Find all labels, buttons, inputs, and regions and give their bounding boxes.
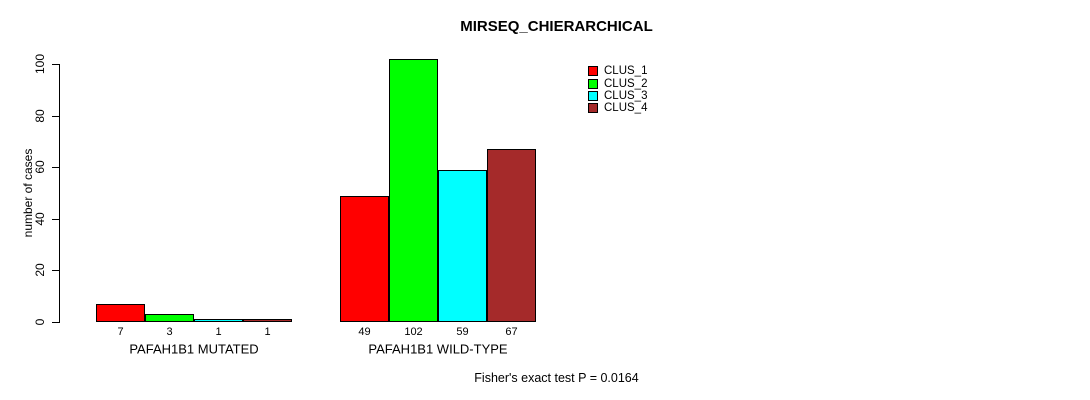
y-axis-tick-label: 60 xyxy=(33,160,47,174)
legend-item-clus_2: CLUS_2 xyxy=(588,77,648,90)
y-axis-tick xyxy=(52,64,59,65)
y-axis-tick-label: 20 xyxy=(33,263,47,278)
y-axis-tick-label: 100 xyxy=(33,53,47,75)
y-axis-tick xyxy=(52,322,59,323)
bar-clus_2-2 xyxy=(389,58,438,322)
legend-item-clus_4: CLUS_4 xyxy=(588,102,647,114)
legend-label: CLUS_4 xyxy=(604,102,648,115)
bar-value-label: 102 xyxy=(404,326,423,338)
legend-item-clus_3: CLUS_3 xyxy=(588,90,647,102)
bar-value-label: 67 xyxy=(505,326,518,338)
bar-value-label: 59 xyxy=(456,326,469,338)
y-axis-tick-label: 80 xyxy=(33,108,47,123)
bar-value-label: 7 xyxy=(117,326,124,338)
bar-clus_1-1 xyxy=(96,303,145,322)
y-axis-line xyxy=(59,64,60,323)
bar-clus_4-1 xyxy=(243,319,292,322)
legend-swatch-icon xyxy=(588,78,598,89)
bar-clus_2-1 xyxy=(145,314,194,322)
legend-item-clus_1: CLUS_1 xyxy=(588,65,647,77)
y-axis-tick xyxy=(52,270,59,272)
bar-value-label: 3 xyxy=(166,326,173,338)
bar-value-label: 1 xyxy=(264,326,271,338)
y-axis-tick-label: 40 xyxy=(33,212,47,226)
bar-clus_3-1 xyxy=(194,319,243,322)
x-category-label: PAFAH1B1 MUTATED xyxy=(129,341,259,357)
legend-swatch-icon xyxy=(588,90,598,101)
chart-title: MIRSEQ_CHIERARCHICAL xyxy=(460,18,653,35)
legend-label: CLUS_1 xyxy=(604,65,648,78)
y-axis-tick-label: 0 xyxy=(33,318,47,326)
y-axis-tick xyxy=(52,218,59,220)
bar-clus_3-2 xyxy=(438,169,487,322)
legend-label: CLUS_3 xyxy=(604,89,648,102)
bar-value-label: 49 xyxy=(358,326,371,338)
bar-value-label: 1 xyxy=(215,326,222,338)
bar-clus_1-2 xyxy=(340,195,389,322)
legend: CLUS_1 CLUS_2 CLUS_3 CLUS_4 xyxy=(588,65,647,115)
legend-swatch-icon xyxy=(588,103,598,114)
bar-clus_4-2 xyxy=(487,149,536,322)
legend-label: CLUS_2 xyxy=(604,77,648,90)
x-category-label: PAFAH1B1 WILD-TYPE xyxy=(368,341,508,357)
y-axis-tick xyxy=(52,167,59,169)
legend-swatch-icon xyxy=(588,66,598,77)
y-axis-tick xyxy=(52,115,59,117)
annotation-text: Fisher's exact test P = 0.0164 xyxy=(474,371,639,385)
